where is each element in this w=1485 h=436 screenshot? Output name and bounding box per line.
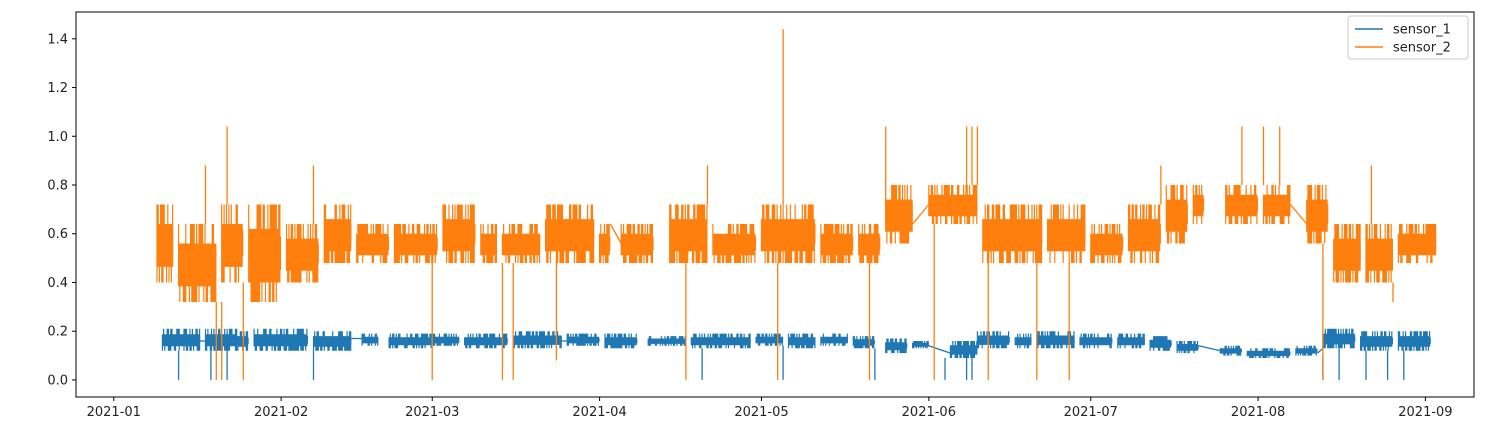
y-tick-label: 0.6 (47, 227, 68, 242)
legend: sensor_1 sensor_2 (1347, 15, 1469, 60)
x-tick-label: 2021-03 (405, 405, 459, 420)
x-tick-label: 2021-09 (1398, 405, 1452, 420)
sensor_2-band-28 (1262, 185, 1291, 224)
legend-label-sensor_2: sensor_2 (1393, 41, 1451, 56)
sensor_1-band-5 (361, 333, 379, 346)
sensor_1-connector-4 (1198, 345, 1221, 352)
sensor_1-band-22 (1014, 333, 1032, 349)
sensor_1-band-4 (312, 331, 352, 351)
y-tick-label: 1.0 (47, 130, 68, 145)
sensor_2-band-7 (393, 224, 438, 263)
sensor_2-band-6 (356, 224, 389, 263)
sensor_2-band-22 (1047, 204, 1086, 263)
x-axis: 2021-01 2021-02 2021-03 2021-04 2021-05 2021-… (87, 397, 1453, 420)
sensor_1-band-18 (885, 338, 907, 354)
sensor_1-band-3 (253, 328, 308, 351)
x-tick-label: 2021-06 (902, 405, 956, 420)
sensor_1-band-15 (787, 333, 816, 349)
x-tick-label: 2021-05 (734, 405, 788, 420)
sensor_1-band-11 (604, 333, 637, 349)
sensor_2-band-10 (501, 224, 541, 263)
sensor_2-band-31 (1365, 224, 1393, 283)
y-tick-label: 1.2 (47, 81, 68, 96)
sensor_2-band-2 (221, 204, 243, 283)
axes-frame (75, 11, 1475, 398)
y-tick-label: 1.4 (47, 32, 68, 47)
sensor_1-band-33 (1397, 331, 1431, 351)
sensor_1-band-14 (755, 333, 784, 346)
sensor_2-band-14 (669, 204, 708, 263)
sensor_2-band-9 (480, 224, 497, 263)
y-tick-label: 0.4 (47, 276, 68, 291)
x-tick-label: 2021-01 (87, 405, 141, 420)
sensor_2-band-27 (1225, 185, 1258, 224)
x-tick-label: 2021-04 (572, 405, 626, 420)
sensor_2-band-0 (156, 204, 174, 283)
sensor_2-connector-2 (1290, 204, 1308, 225)
sensor_1-band-30 (1295, 345, 1317, 356)
sensor_2-band-5 (323, 204, 352, 263)
y-axis: 0.0 0.2 0.4 0.6 0.8 1.0 1.2 1.4 (47, 32, 76, 388)
sensor_2-band-21 (982, 204, 1043, 263)
x-tick-label: 2021-08 (1231, 405, 1285, 420)
sensor_2-band-11 (545, 204, 595, 263)
sensor_2-band-25 (1165, 185, 1188, 244)
sensor_1-band-24 (1079, 333, 1112, 349)
y-tick-label: 0.0 (47, 373, 68, 388)
sensor_1-band-20 (949, 341, 978, 358)
sensor_1-band-12 (647, 336, 686, 346)
legend-label-sensor_1: sensor_1 (1393, 23, 1451, 38)
sensor_2-band-18 (858, 224, 880, 263)
sensor_1-band-19 (912, 341, 929, 349)
legend-box (1347, 15, 1469, 60)
sensor_2-band-20 (928, 185, 978, 224)
sensor_1-band-0 (161, 328, 201, 351)
sensor_2-connector-0 (609, 223, 622, 244)
x-tick-label: 2021-07 (1064, 405, 1118, 420)
sensor_1-band-25 (1117, 333, 1145, 349)
x-tick-label: 2021-02 (254, 405, 308, 420)
sensor_2-band-32 (1397, 224, 1437, 263)
sensor_2-band-26 (1192, 185, 1204, 224)
sensor_2-band-16 (760, 204, 815, 263)
sensor_2-band-29 (1306, 185, 1328, 244)
sensor_2-band-4 (285, 224, 319, 283)
sensor_2-band-1 (178, 224, 217, 302)
sensor_2-band-3 (248, 204, 281, 302)
sensor_2-band-12 (599, 224, 610, 263)
sensor_1-band-27 (1176, 341, 1199, 354)
sensor_1-band-13 (690, 333, 751, 349)
sensor_1-band-29 (1246, 348, 1290, 358)
sensor_1-connector-3 (928, 345, 951, 354)
y-tick-label: 0.8 (47, 179, 68, 194)
plot-area (156, 29, 1437, 380)
sensor_1-connector-5 (1317, 347, 1324, 354)
sensor_2-band-30 (1333, 224, 1361, 283)
series-sensor_1 (161, 328, 1431, 380)
y-tick-label: 0.2 (47, 325, 68, 340)
sensor_1-band-10 (566, 333, 599, 346)
series-sensor_2 (156, 29, 1437, 380)
sensor_2-band-17 (820, 224, 853, 263)
sensor_1-band-26 (1149, 336, 1172, 351)
sensor_2-band-23 (1090, 224, 1123, 263)
sensor_1-band-6 (388, 333, 432, 349)
sensor_2-band-15 (712, 224, 756, 263)
sensor_1-band-28 (1219, 345, 1242, 356)
sensor_2-band-24 (1127, 204, 1161, 263)
sensor_2-band-8 (442, 204, 475, 263)
sensor_1-band-16 (820, 333, 848, 346)
sensor_1-band-32 (1360, 331, 1393, 351)
sensor_2-connector-1 (912, 204, 930, 225)
sensor_2-band-13 (620, 224, 653, 263)
